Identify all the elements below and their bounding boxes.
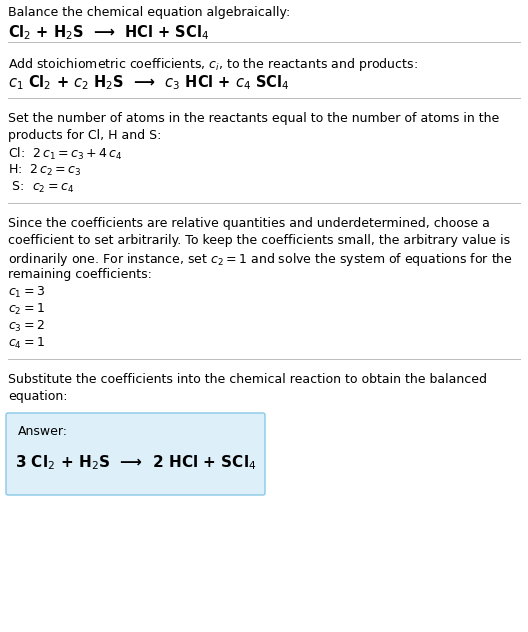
Text: Since the coefficients are relative quantities and underdetermined, choose a: Since the coefficients are relative quan… [8, 217, 490, 230]
Text: $c_2 = 1$: $c_2 = 1$ [8, 302, 45, 317]
Text: Balance the chemical equation algebraically:: Balance the chemical equation algebraica… [8, 6, 290, 19]
Text: products for Cl, H and S:: products for Cl, H and S: [8, 129, 162, 142]
Text: Add stoichiometric coefficients, $c_i$, to the reactants and products:: Add stoichiometric coefficients, $c_i$, … [8, 56, 418, 73]
Text: 3 Cl$_2$ + H$_2$S  ⟶  2 HCl + SCl$_4$: 3 Cl$_2$ + H$_2$S ⟶ 2 HCl + SCl$_4$ [15, 453, 256, 471]
Text: Cl:  $2\,c_1 = c_3 + 4\,c_4$: Cl: $2\,c_1 = c_3 + 4\,c_4$ [8, 146, 122, 162]
Text: ordinarily one. For instance, set $c_2 = 1$ and solve the system of equations fo: ordinarily one. For instance, set $c_2 =… [8, 251, 513, 268]
Text: $c_3 = 2$: $c_3 = 2$ [8, 319, 45, 334]
Text: Answer:: Answer: [18, 425, 68, 438]
Text: Substitute the coefficients into the chemical reaction to obtain the balanced: Substitute the coefficients into the che… [8, 373, 487, 386]
Text: $c_4 = 1$: $c_4 = 1$ [8, 336, 45, 351]
Text: coefficient to set arbitrarily. To keep the coefficients small, the arbitrary va: coefficient to set arbitrarily. To keep … [8, 234, 510, 247]
Text: equation:: equation: [8, 390, 68, 403]
Text: Set the number of atoms in the reactants equal to the number of atoms in the: Set the number of atoms in the reactants… [8, 112, 499, 125]
Text: $c_1 = 3$: $c_1 = 3$ [8, 285, 45, 300]
Text: S:  $c_2 = c_4$: S: $c_2 = c_4$ [8, 180, 74, 195]
Text: remaining coefficients:: remaining coefficients: [8, 268, 152, 281]
Text: Cl$_2$ + H$_2$S  ⟶  HCl + SCl$_4$: Cl$_2$ + H$_2$S ⟶ HCl + SCl$_4$ [8, 23, 209, 42]
Text: $c_1$ Cl$_2$ + $c_2$ H$_2$S  ⟶  $c_3$ HCl + $c_4$ SCl$_4$: $c_1$ Cl$_2$ + $c_2$ H$_2$S ⟶ $c_3$ HCl … [8, 73, 290, 92]
FancyBboxPatch shape [6, 413, 265, 495]
Text: H:  $2\,c_2 = c_3$: H: $2\,c_2 = c_3$ [8, 163, 81, 178]
